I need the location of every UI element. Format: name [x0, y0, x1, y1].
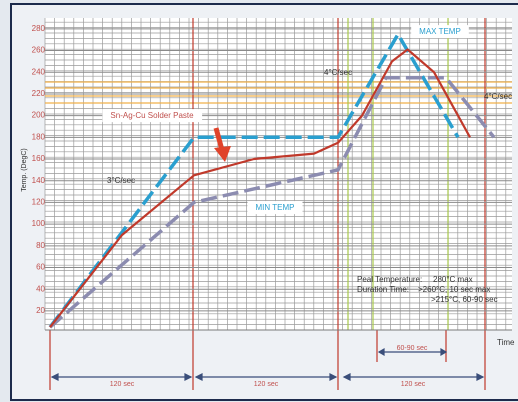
- annotation: 3°C/sec: [107, 176, 135, 185]
- label-background: [102, 109, 203, 123]
- interval-label: 120 sec: [110, 381, 135, 388]
- y-tick-label: 200: [32, 111, 46, 120]
- interval-label: 120 sec: [254, 381, 279, 388]
- series-line: [49, 48, 471, 328]
- y-tick-label: 80: [36, 241, 45, 250]
- series-label: Sn-Ag-Cu Solder Paste: [110, 111, 194, 120]
- y-tick-label: 280: [32, 24, 46, 33]
- annotation: >215°C, 60-90 sec: [431, 295, 498, 304]
- y-axis-label: Temp. (DegC): [21, 148, 28, 192]
- grid: [44, 18, 512, 390]
- label-background: [247, 201, 303, 215]
- annotation: >260°C, 10 sec max: [418, 285, 490, 294]
- y-tick-label: 240: [32, 67, 46, 76]
- plot-area: [45, 18, 512, 330]
- label-background: [411, 25, 469, 39]
- interval-label: 60-90 sec: [397, 345, 428, 352]
- y-tick-label: 160: [32, 154, 46, 163]
- annotation: 4°C/sec: [324, 68, 352, 77]
- marks: [48, 32, 496, 329]
- series-label: MIN TEMP: [256, 203, 295, 212]
- y-tick-label: 20: [36, 306, 45, 315]
- pointer-arrowhead: [214, 146, 231, 162]
- series-line: [48, 75, 496, 329]
- y-tick-label: 180: [32, 132, 46, 141]
- y-tick-label: 60: [36, 263, 45, 272]
- y-tick-label: 40: [36, 284, 45, 293]
- y-tick-label: 220: [32, 89, 46, 98]
- interval-arrows: [50, 347, 485, 381]
- y-tick-label: 120: [32, 198, 46, 207]
- annotation: 280°C max: [433, 275, 473, 284]
- annotation: Duration Time:: [357, 285, 409, 294]
- y-tick-label: 100: [32, 219, 46, 228]
- annotation: 4°C/sec: [484, 92, 512, 101]
- interval-label: 120 sec: [401, 381, 426, 388]
- series-line: [48, 32, 460, 329]
- x-axis-label: Time: [497, 338, 515, 347]
- pointer-arrow: [213, 127, 225, 151]
- annotation: Peal Temperature:: [357, 275, 422, 284]
- y-tick-label: 260: [32, 46, 46, 55]
- y-tick-label: 140: [32, 176, 46, 185]
- series-label: MAX TEMP: [419, 27, 461, 36]
